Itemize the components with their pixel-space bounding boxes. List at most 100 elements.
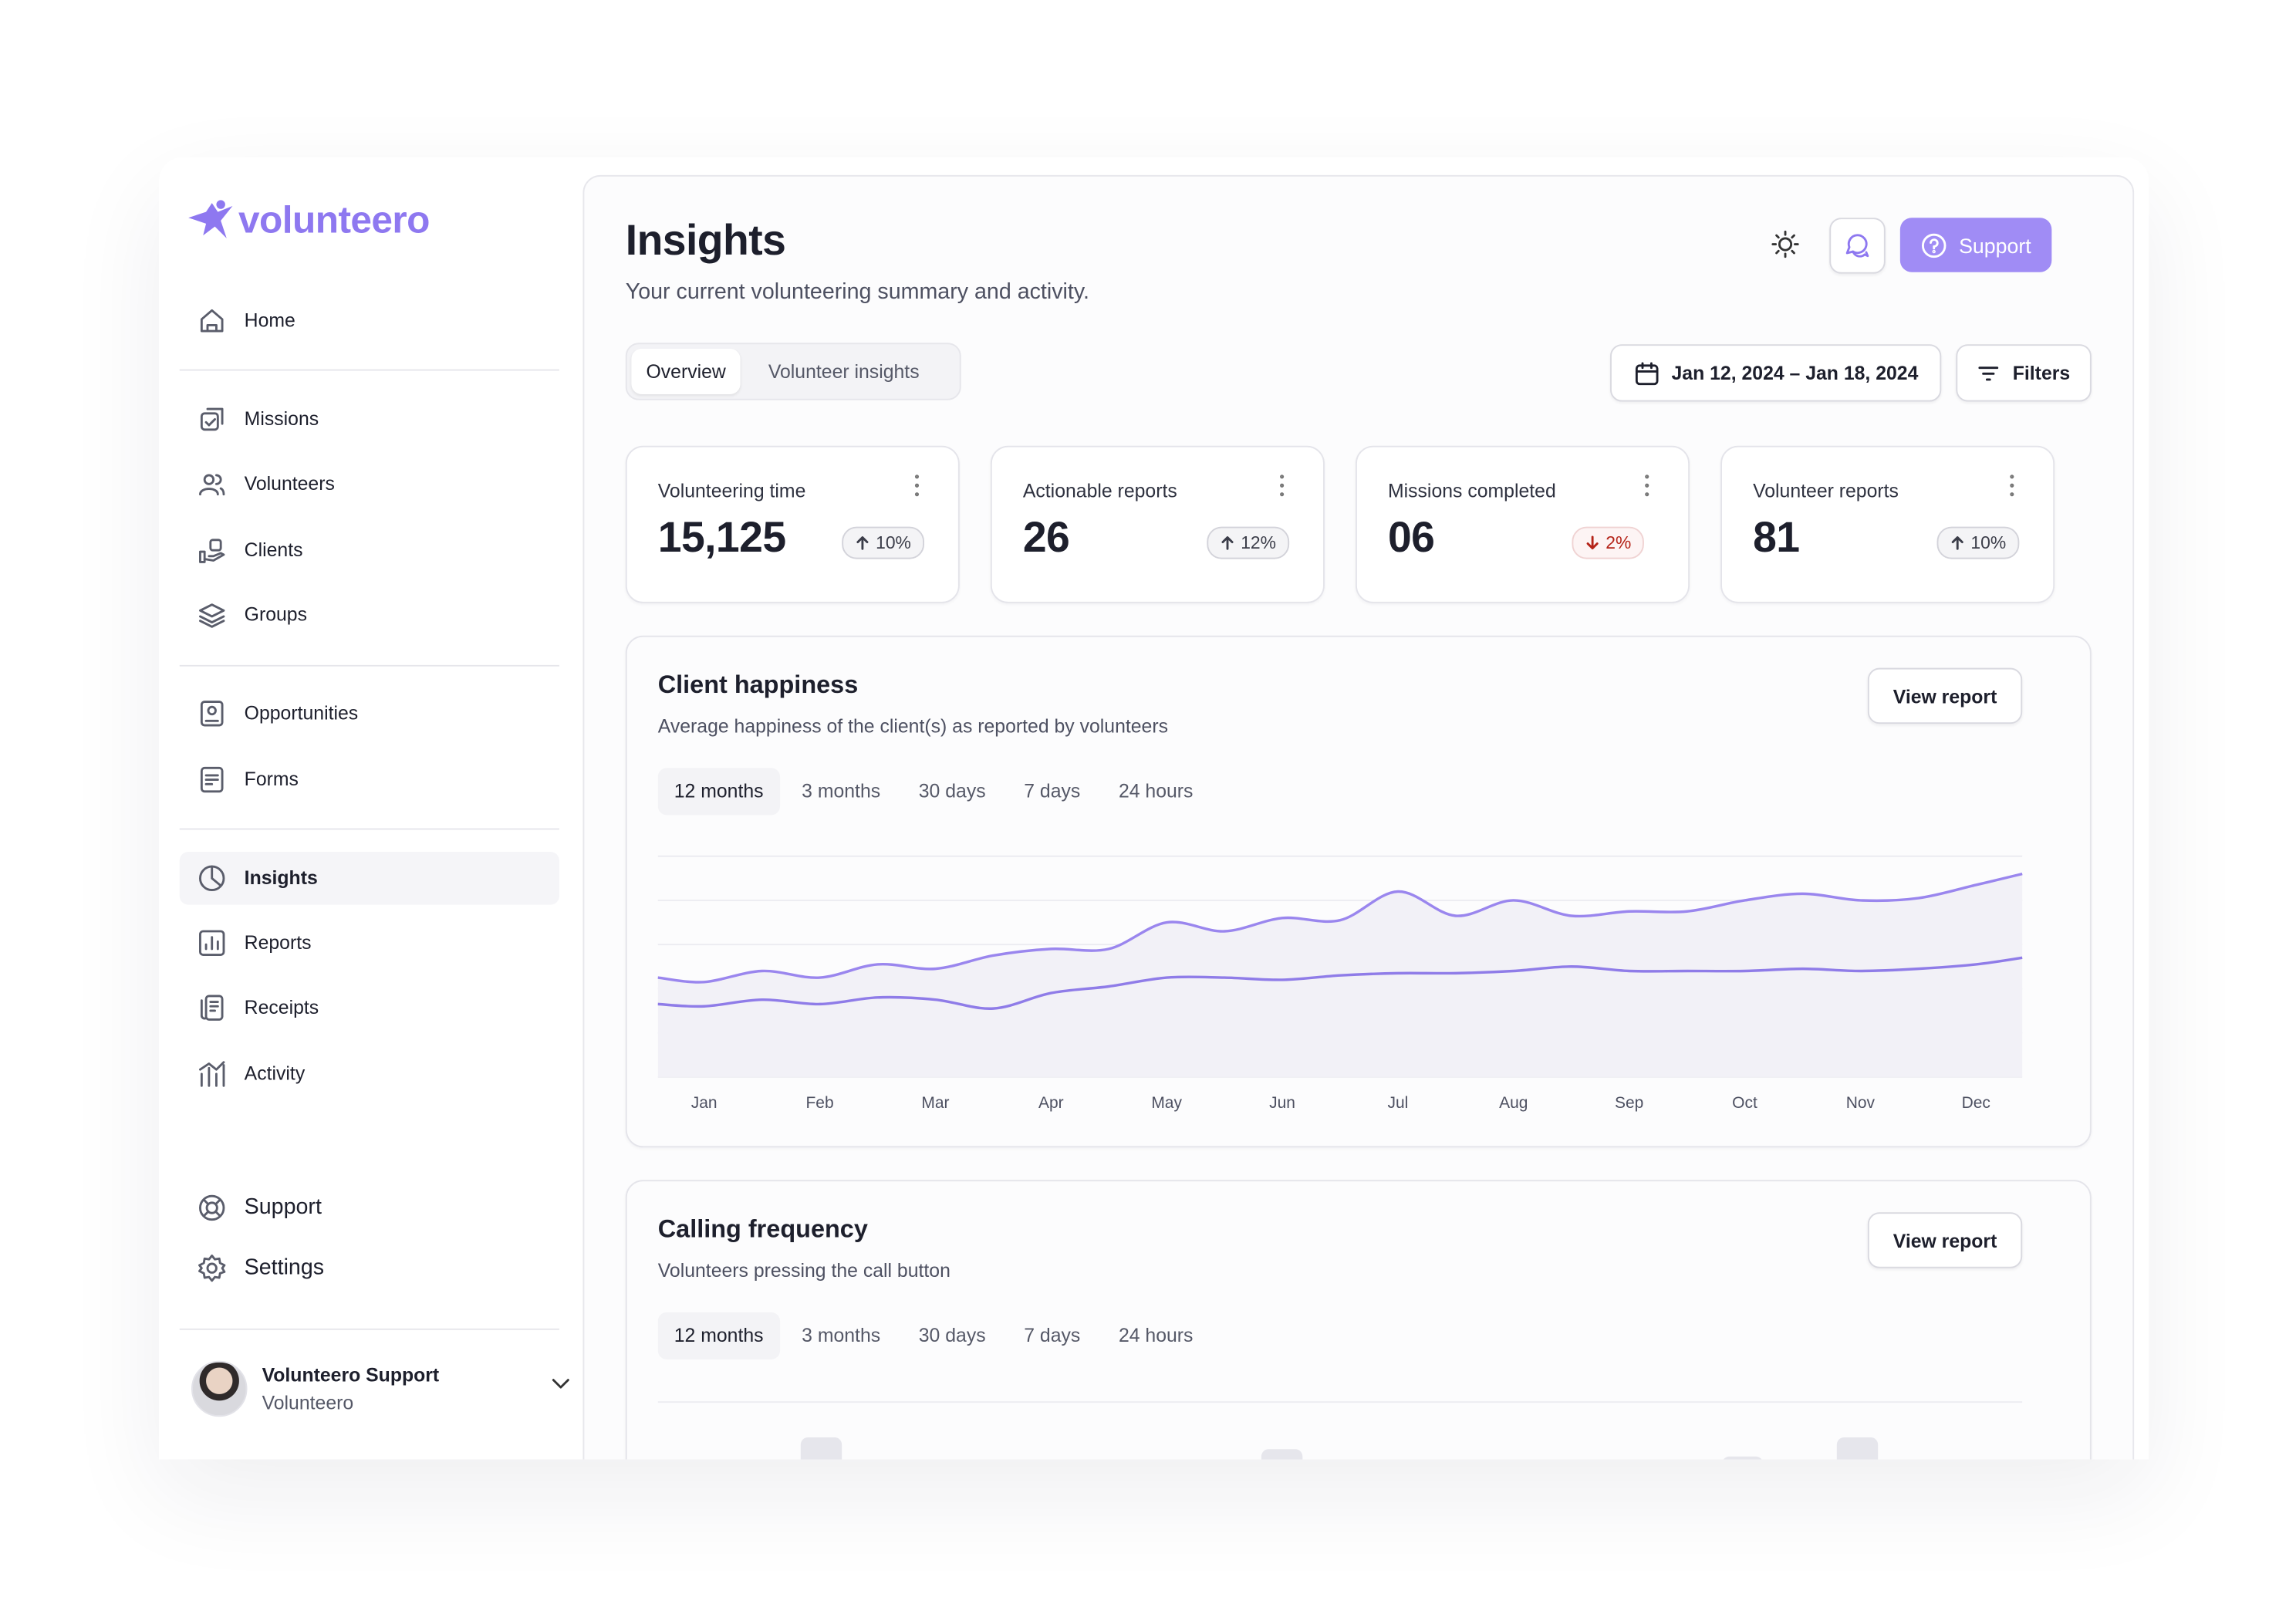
line — [657, 872, 2023, 984]
line — [657, 956, 2023, 1010]
x-tick-label: Jan — [691, 1094, 718, 1112]
kebab — [1645, 475, 1649, 497]
user-role: Volunteero — [262, 1391, 354, 1414]
filters-label: Filters — [2012, 362, 2071, 384]
trend-arrow — [856, 536, 869, 550]
nav-divider — [179, 369, 559, 371]
nav-icon — [199, 603, 225, 628]
trend-arrow — [1951, 536, 1963, 550]
stat-value: 81 — [1753, 515, 1800, 562]
x-tick-label: Jul — [1387, 1094, 1408, 1112]
nav-icon — [200, 407, 224, 431]
nav-item: Forms — [244, 768, 299, 790]
tab[interactable]: Overview — [631, 348, 741, 395]
x-tick-label: Sep — [1615, 1094, 1643, 1112]
bar-stub — [1723, 1456, 1762, 1460]
nav-item: Home — [244, 309, 295, 332]
range-tab[interactable]: 7 days — [1024, 779, 1081, 802]
range-tab[interactable]: 7 days — [1024, 1324, 1081, 1346]
chat-button[interactable] — [1829, 218, 1886, 274]
calendar-icon — [1635, 361, 1658, 385]
stat-value: 06 — [1387, 515, 1435, 562]
panel-title: Calling frequency — [657, 1215, 868, 1244]
bar-stub — [1836, 1437, 1879, 1460]
stat-card — [1355, 445, 1690, 603]
tab[interactable]: Volunteer insights — [768, 360, 920, 383]
stat-label: Volunteer reports — [1753, 479, 1899, 502]
nav-icon — [199, 930, 225, 956]
nav-icon — [198, 1255, 226, 1282]
nav-icon — [200, 701, 224, 727]
stat-change: 12% — [1207, 526, 1290, 559]
support-button[interactable]: Support — [1899, 218, 2052, 272]
chart-panel — [625, 635, 2092, 1148]
stat-card — [990, 445, 1325, 603]
kebab — [1280, 475, 1285, 497]
range-tab[interactable]: 12 months — [657, 1312, 780, 1359]
range-tab[interactable]: 30 days — [918, 1324, 986, 1346]
nav-item: Reports — [244, 931, 312, 954]
nav-divider — [179, 664, 559, 667]
x-tick-label: May — [1151, 1094, 1182, 1112]
stat-change: 2% — [1572, 526, 1645, 559]
x-tick-label: Dec — [1962, 1094, 1990, 1112]
filters-button[interactable]: Filters — [1956, 344, 2092, 402]
range-tab[interactable]: 24 hours — [1118, 779, 1194, 802]
app-clip: volunteero Jan Feb Mar Apr May Jun Jul Aug Sep Oc… — [179, 174, 2135, 1460]
stat-value: 15,125 — [657, 515, 786, 562]
help-icon — [1921, 232, 1947, 258]
nav-footer-item: Support — [244, 1194, 322, 1220]
stat-change: 10% — [1936, 526, 2020, 559]
view-report-button[interactable]: View report — [1867, 667, 2023, 724]
stat-label: Volunteering time — [657, 479, 806, 502]
logo-text: volunteero — [238, 197, 430, 241]
x-tick-label: Nov — [1846, 1094, 1876, 1112]
nav-icon — [200, 309, 224, 333]
stat-card — [625, 445, 960, 603]
panel-subtitle: Volunteers pressing the call button — [657, 1259, 950, 1282]
nav-item: Receipts — [244, 995, 319, 1018]
stat-change-value: 2% — [1606, 532, 1632, 553]
range-tab[interactable]: 3 months — [802, 779, 881, 802]
x-tick-label: Mar — [921, 1094, 949, 1112]
nav-item: Insights — [244, 866, 318, 889]
chat-icon — [1845, 234, 1869, 258]
stat-label: Actionable reports — [1022, 479, 1177, 502]
logo-mark — [188, 200, 233, 238]
cropped-bars — [800, 1437, 1879, 1460]
view-report-button[interactable]: View report — [1867, 1212, 2023, 1268]
nav-divider — [179, 1328, 559, 1330]
stat-value: 26 — [1022, 515, 1070, 562]
nav-icon — [199, 539, 225, 563]
nav-divider — [179, 828, 559, 830]
nav-item: Volunteers — [244, 472, 335, 495]
nav-item: Clients — [244, 538, 303, 561]
avatar — [191, 1360, 248, 1417]
range-tab[interactable]: 24 hours — [1118, 1324, 1194, 1346]
trend-arrow — [1586, 535, 1599, 550]
nav-icon — [200, 995, 224, 1021]
bar-stub — [1261, 1449, 1303, 1460]
nav-item: Activity — [244, 1062, 306, 1085]
x-tick-label: Oct — [1732, 1094, 1757, 1112]
user-name: Volunteero Support — [262, 1363, 440, 1386]
support-label: Support — [1959, 233, 2031, 257]
theme-icon — [1771, 230, 1799, 258]
nav-item: Groups — [244, 603, 308, 626]
date-range: Jan 12, 2024 – Jan 18, 2024 — [1671, 362, 1919, 384]
date-range-button[interactable]: Jan 12, 2024 – Jan 18, 2024 — [1610, 344, 1942, 402]
kebab — [914, 475, 920, 497]
range-tab[interactable]: 12 months — [657, 768, 780, 816]
nav-item: Opportunities — [244, 701, 359, 724]
page-subtitle: Your current volunteering summary and ac… — [625, 279, 1089, 305]
chart-layer: Jan Feb Mar Apr May Jun Jul Aug Sep Oct Nov Dec — [657, 855, 2023, 1460]
nav-icon — [200, 766, 224, 793]
stat-change: 10% — [842, 526, 925, 559]
stat-change-value: 10% — [1970, 532, 2007, 553]
nav-item: Missions — [244, 407, 319, 430]
range-tab[interactable]: 30 days — [918, 779, 986, 802]
range-tab[interactable]: 3 months — [802, 1324, 881, 1346]
x-tick-label: Apr — [1038, 1094, 1064, 1112]
